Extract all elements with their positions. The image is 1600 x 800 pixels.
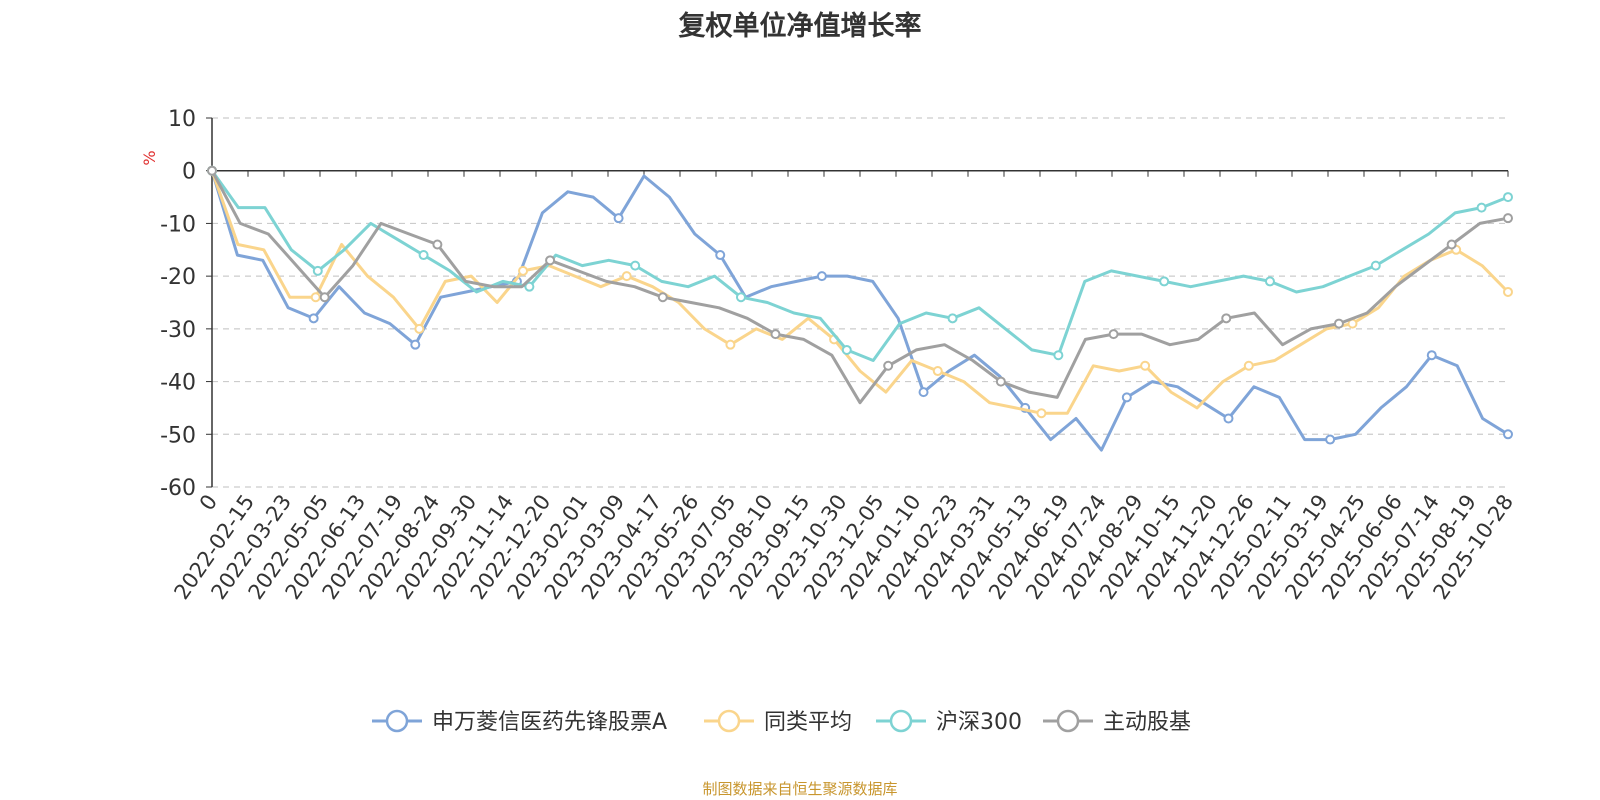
legend-label: 申万菱信医药先锋股票A xyxy=(432,710,667,735)
y-tick-label: -50 xyxy=(160,423,196,448)
data-point xyxy=(1370,260,1381,271)
y-tick-label: -40 xyxy=(160,371,196,396)
data-point xyxy=(312,265,323,276)
data-point xyxy=(1503,213,1513,224)
data-point xyxy=(932,366,943,377)
data-point xyxy=(816,271,827,282)
legend-label: 沪深300 xyxy=(936,710,1022,735)
series-line-3 xyxy=(210,169,1509,405)
legend-item[interactable]: 同类平均 xyxy=(704,709,852,735)
legend-label: 主动股基 xyxy=(1103,710,1191,735)
data-point xyxy=(770,329,781,340)
data-point xyxy=(1036,408,1047,419)
data-point xyxy=(918,387,929,398)
y-tick-label: 0 xyxy=(182,160,196,185)
data-point xyxy=(1476,202,1487,213)
data-point xyxy=(418,250,429,261)
legend-marker xyxy=(1056,709,1080,733)
data-point xyxy=(1140,360,1151,371)
data-point xyxy=(319,292,330,303)
data-point xyxy=(308,313,319,324)
data-point xyxy=(524,281,535,292)
data-point xyxy=(1325,434,1336,445)
data-point xyxy=(715,250,726,261)
data-point xyxy=(518,265,529,276)
data-point xyxy=(657,292,668,303)
data-point xyxy=(735,292,746,303)
series-lines xyxy=(207,165,1513,452)
legend-item[interactable]: 沪深300 xyxy=(876,709,1022,735)
legend-item[interactable]: 主动股基 xyxy=(1043,709,1191,735)
data-point xyxy=(310,292,321,303)
data-point xyxy=(207,165,217,176)
data-point xyxy=(545,255,556,266)
data-point xyxy=(1243,360,1254,371)
y-tick-label: 10 xyxy=(168,107,196,132)
data-point xyxy=(621,271,632,282)
data-point xyxy=(1333,318,1344,329)
data-point xyxy=(1503,286,1513,297)
data-point xyxy=(432,239,443,250)
x-tick-label: 0 xyxy=(195,490,222,515)
legend-marker xyxy=(889,709,913,733)
chart-title: 复权单位净值增长率 xyxy=(678,11,922,42)
legend-item[interactable]: 申万菱信医药先锋股票A xyxy=(372,709,667,735)
legend-label: 同类平均 xyxy=(764,710,852,735)
data-point xyxy=(1121,392,1132,403)
data-point xyxy=(1264,276,1275,287)
legend[interactable]: 申万菱信医药先锋股票A 同类平均 沪深300 主动股基 xyxy=(372,709,1191,735)
data-point xyxy=(630,260,641,271)
data-point xyxy=(1053,350,1064,361)
legend-marker xyxy=(385,709,409,733)
data-source-note: 制图数据来自恒生聚源数据库 xyxy=(702,780,898,798)
data-point xyxy=(1221,313,1232,324)
y-axis-unit: % xyxy=(140,150,159,165)
series-line-2 xyxy=(210,169,1509,362)
series-line-1 xyxy=(210,170,1510,415)
data-point xyxy=(1159,276,1170,287)
data-point xyxy=(725,339,736,350)
grid-lines xyxy=(212,117,1508,488)
data-point xyxy=(1426,350,1437,361)
y-tick-label: -30 xyxy=(160,318,196,343)
data-point xyxy=(410,339,421,350)
data-point xyxy=(1503,429,1513,440)
data-point xyxy=(1223,413,1234,424)
data-point xyxy=(613,213,624,224)
legend-marker xyxy=(717,709,741,733)
data-point xyxy=(995,376,1006,387)
axes: 100-10-20-30-40-50-60%02022-02-152022-03… xyxy=(140,107,1518,604)
data-point xyxy=(1108,329,1119,340)
data-point xyxy=(1446,239,1457,250)
y-tick-label: -60 xyxy=(160,476,196,501)
data-point xyxy=(1503,192,1513,203)
y-tick-label: -10 xyxy=(160,212,196,237)
y-tick-label: -20 xyxy=(160,265,196,290)
data-point xyxy=(414,323,425,334)
data-point xyxy=(841,344,852,355)
data-point xyxy=(883,360,894,371)
data-point xyxy=(947,313,958,324)
series-line-0 xyxy=(210,170,1509,452)
